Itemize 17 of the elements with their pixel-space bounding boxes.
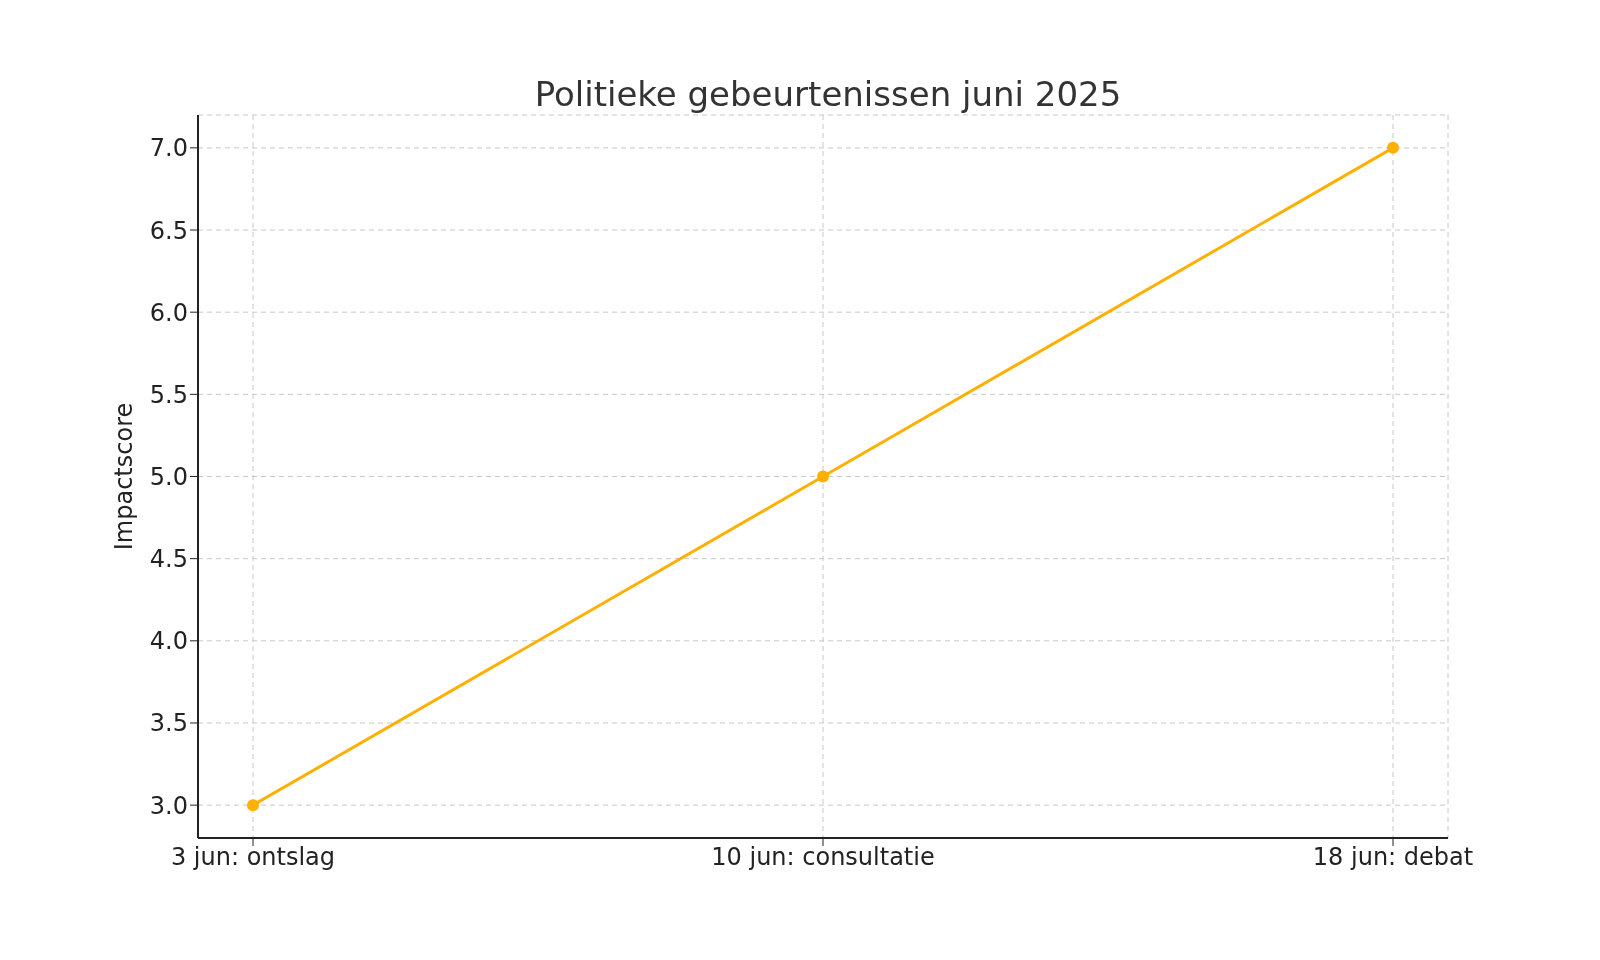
point <box>1387 141 1399 154</box>
y-tick-label: 6.5 <box>149 216 188 245</box>
y-tick-label: 3.5 <box>149 709 188 738</box>
x-tick-label: 3 jun: ontslag <box>170 843 336 872</box>
y-axis-title: Impactscore <box>109 402 138 551</box>
y-tick-label: 7.0 <box>149 134 188 163</box>
x-tick-label: 18 jun: debat <box>1312 843 1474 872</box>
y-tick-label: 4.5 <box>149 545 188 574</box>
chart-title: Politieke gebeurtenissen juni 2025 <box>533 74 1123 114</box>
y-tick-label: 6.0 <box>149 298 188 327</box>
y-tick-label: 5.0 <box>149 463 188 492</box>
y-tick-label: 4.0 <box>149 627 188 656</box>
x-tick-label: 10 jun: consultatie <box>711 843 935 872</box>
y-tick-label: 3.0 <box>149 791 188 820</box>
point <box>247 799 259 812</box>
y-tick-label: 5.5 <box>149 380 188 409</box>
point <box>817 470 829 483</box>
